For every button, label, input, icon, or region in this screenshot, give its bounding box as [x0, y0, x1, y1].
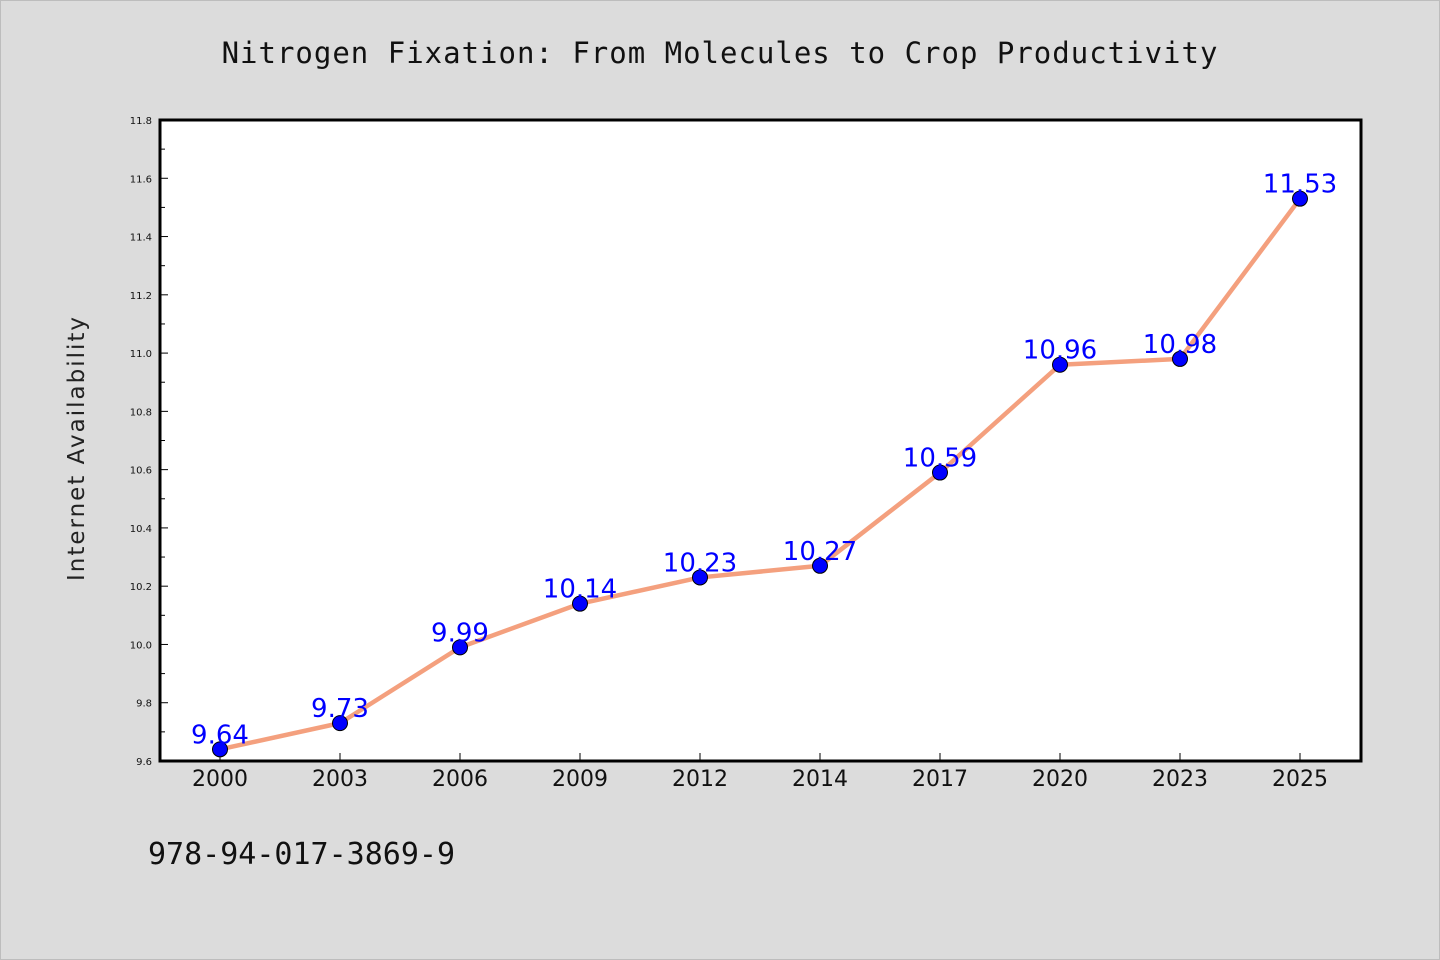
isbn-text: 978-94-017-3869-9 — [148, 837, 455, 872]
data-label: 10.14 — [543, 575, 617, 605]
y-tick-label: 11.6 — [130, 174, 152, 185]
data-label: 9.64 — [191, 720, 249, 750]
x-tick-label: 2006 — [432, 767, 488, 792]
y-tick-label: 11.2 — [130, 291, 152, 302]
data-label: 10.23 — [663, 548, 737, 578]
data-point — [452, 639, 468, 656]
data-point — [332, 715, 348, 732]
x-tick-label: 2020 — [1032, 767, 1088, 792]
x-tick-label: 2017 — [912, 767, 968, 792]
data-point — [212, 741, 228, 758]
plot-area — [158, 118, 1363, 763]
x-tick-label: 2025 — [1272, 767, 1328, 792]
y-tick-label: 10.8 — [130, 407, 152, 418]
data-point — [932, 464, 948, 481]
y-tick-label: 10.2 — [130, 582, 152, 593]
data-point — [1292, 190, 1308, 207]
data-label: 10.98 — [1143, 330, 1217, 360]
chart-title: Nitrogen Fixation: From Molecules to Cro… — [222, 36, 1219, 70]
y-tick-label: 10.4 — [130, 524, 152, 535]
data-label: 10.27 — [783, 537, 857, 567]
y-tick-label: 10.6 — [130, 466, 152, 477]
data-point — [572, 595, 588, 612]
data-label: 9.73 — [311, 694, 369, 724]
data-label: 10.96 — [1023, 336, 1097, 366]
data-point — [1172, 350, 1188, 367]
series-path — [217, 196, 1303, 752]
x-tick-label: 2003 — [312, 767, 368, 792]
data-label: 9.99 — [431, 618, 489, 648]
y-tick-label: 10.0 — [130, 640, 152, 651]
y-tick-label: 9.8 — [136, 699, 152, 710]
data-label: 10.59 — [903, 444, 977, 474]
y-tick-label: 11.4 — [130, 233, 152, 244]
x-tick-label: 2014 — [792, 767, 848, 792]
y-axis-label: Internet Availability — [64, 315, 90, 581]
y-axis: 9.6 9.8 10.0 10.2 10.4 10.6 10.8 11.0 11.2 11.4 11… — [130, 116, 168, 768]
data-point — [692, 569, 708, 586]
data-point — [1052, 356, 1068, 373]
data-point — [812, 557, 828, 574]
data-labels: 9.64 9.73 9.99 10.14 10.23 10.27 10.59 10.96 10.… — [191, 170, 1337, 751]
y-tick-label: 11.8 — [130, 116, 152, 127]
data-label: 11.53 — [1263, 170, 1337, 200]
x-axis: 2000 2003 2006 2009 2012 2014 2017 2020 2023 2025 — [192, 753, 1328, 792]
x-tick-label: 2012 — [672, 767, 728, 792]
x-tick-label: 2023 — [1152, 767, 1208, 792]
y-tick-label: 11.0 — [130, 349, 152, 360]
y-tick-label: 9.6 — [136, 757, 152, 768]
x-tick-label: 2000 — [192, 767, 248, 792]
series-line — [212, 190, 1308, 758]
x-tick-label: 2009 — [552, 767, 608, 792]
